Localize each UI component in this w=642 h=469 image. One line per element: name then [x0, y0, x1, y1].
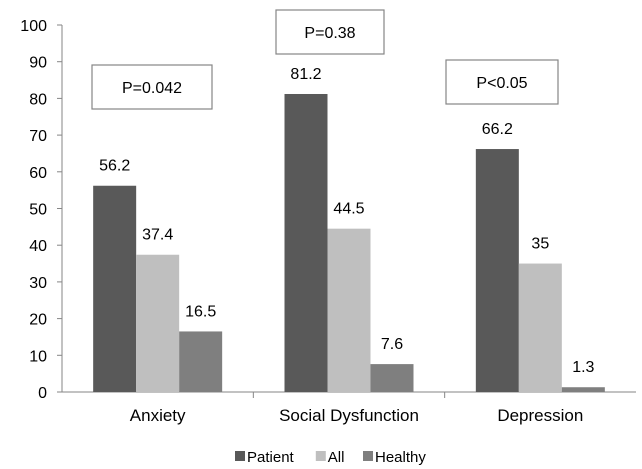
y-tick-label: 80: [29, 91, 47, 108]
value-labels: 56.2 81.2 66.2 37.4 44.5 35 16.5 7.6 1.3: [99, 66, 594, 376]
bar-all: [327, 228, 371, 392]
x-category-label: Depression: [497, 406, 583, 425]
bars: [93, 93, 605, 392]
y-tick-label: 30: [29, 275, 47, 292]
bar-patient: [284, 93, 328, 392]
legend-swatch: [235, 451, 245, 461]
p-value-box: [275, 9, 385, 55]
legend-label: Healthy: [375, 449, 426, 466]
y-tick-label: 60: [29, 165, 47, 182]
y-tick-label: 70: [29, 128, 47, 145]
x-category-label: Anxiety: [130, 406, 186, 425]
value-label: 7.6: [381, 336, 403, 353]
value-label: 37.4: [142, 227, 173, 244]
value-label: 66.2: [482, 121, 513, 138]
bar-patient: [93, 185, 137, 392]
bar-healthy: [179, 331, 223, 392]
legend-label: Patient: [247, 449, 295, 466]
bar-all: [518, 263, 562, 392]
y-tick-label: 0: [38, 385, 47, 402]
y-tick-label: 20: [29, 312, 47, 329]
value-label: 35: [531, 236, 549, 253]
y-tick-label: 50: [29, 202, 47, 219]
legend-label: All: [328, 449, 345, 466]
y-axis: 0 10 20 30 40 50 60 70 80 90 100: [20, 18, 63, 402]
y-tick-label: 90: [29, 55, 47, 72]
bar-healthy: [370, 364, 414, 392]
p-value-label: P=0.042: [122, 80, 182, 97]
legend-swatch: [363, 451, 373, 461]
legend: Patient All Healthy: [235, 449, 426, 466]
value-label: 44.5: [333, 201, 364, 218]
p-value-annotations: P=0.042 P=0.38 P<0.05: [91, 9, 559, 110]
y-tick-label: 40: [29, 238, 47, 255]
y-tick-label: 100: [20, 18, 47, 35]
value-label: 16.5: [185, 303, 216, 320]
bar-all: [136, 254, 180, 392]
p-value-box: [91, 64, 213, 110]
p-value-label: P=0.38: [304, 25, 355, 42]
y-tick-label: 10: [29, 348, 47, 365]
value-label: 56.2: [99, 158, 130, 175]
value-label: 1.3: [572, 359, 594, 376]
x-category-label: Social Dysfunction: [279, 406, 419, 425]
p-value-label: P<0.05: [476, 75, 527, 92]
legend-swatch: [315, 451, 326, 461]
bar-healthy: [561, 387, 605, 392]
value-label: 81.2: [290, 66, 321, 83]
p-value-box: [445, 59, 559, 105]
x-axis: Anxiety Social Dysfunction Depression: [62, 391, 636, 425]
bar-patient: [475, 149, 519, 392]
